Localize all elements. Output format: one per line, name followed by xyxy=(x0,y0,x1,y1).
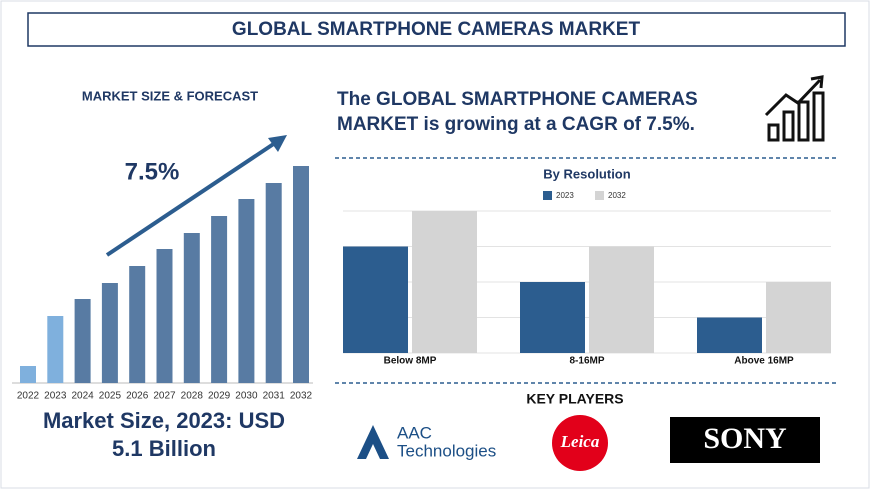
x-tick-label: 2027 xyxy=(153,391,176,402)
sony-logo: SONY xyxy=(703,422,787,455)
bar xyxy=(589,246,654,353)
x-tick-label: 2029 xyxy=(208,391,231,402)
bar xyxy=(697,317,762,353)
legend-swatch xyxy=(543,191,552,200)
bar xyxy=(20,366,36,383)
bar xyxy=(766,282,831,353)
header-title: GLOBAL SMARTPHONE CAMERAS MARKET xyxy=(232,19,641,40)
x-tick-label: 2031 xyxy=(263,391,286,402)
market-size: Market Size, 2023: USD xyxy=(43,408,285,433)
x-tick-label: 8-16MP xyxy=(569,356,604,367)
bar xyxy=(74,299,91,383)
cagr-text: MARKET is growing at a CAGR of 7.5%. xyxy=(337,114,695,135)
x-tick-label: 2030 xyxy=(235,391,258,402)
growth-arrow-head xyxy=(268,135,287,152)
x-tick-label: 2028 xyxy=(181,391,204,402)
aac-mark xyxy=(357,425,389,459)
bar xyxy=(211,216,228,383)
legend-label: 2023 xyxy=(556,191,574,200)
bar xyxy=(129,266,146,383)
x-tick-label: 2026 xyxy=(126,391,149,402)
bar xyxy=(47,316,64,383)
market-size: 5.1 Billion xyxy=(112,436,216,461)
aac-logo: AAC xyxy=(397,423,432,442)
bar xyxy=(238,199,255,383)
x-tick-label: 2023 xyxy=(44,391,67,402)
bar xyxy=(343,246,408,353)
growth-icon xyxy=(764,75,825,142)
x-tick-label: 2025 xyxy=(99,391,122,402)
cagr-text: The GLOBAL SMARTPHONE CAMERAS xyxy=(337,89,698,110)
x-tick-label: 2032 xyxy=(290,391,313,402)
x-tick-label: Above 16MP xyxy=(734,356,794,367)
bar xyxy=(412,211,477,353)
x-tick-label: 2022 xyxy=(17,391,40,402)
growth-arrow xyxy=(105,139,280,257)
sony-box xyxy=(670,417,820,463)
legend-label: 2032 xyxy=(608,191,626,200)
key-players-title: KEY PLAYERS xyxy=(526,391,623,407)
forecast-heading: MARKET SIZE & FORECAST xyxy=(82,88,258,103)
bar xyxy=(293,166,309,383)
bar xyxy=(265,183,282,383)
chart-title: By Resolution xyxy=(543,166,630,181)
aac-logo: Technologies xyxy=(397,441,496,460)
x-tick-label: 2024 xyxy=(71,391,94,402)
leica-circle xyxy=(552,415,608,471)
bar xyxy=(183,233,200,383)
leica-logo: Leica xyxy=(560,432,600,451)
bar xyxy=(520,282,585,353)
bar xyxy=(101,283,118,383)
legend-swatch xyxy=(595,191,604,200)
x-tick-label: Below 8MP xyxy=(384,356,437,367)
cagr-annotation: 7.5% xyxy=(125,158,180,185)
header-box xyxy=(27,12,846,47)
bar xyxy=(156,249,173,383)
